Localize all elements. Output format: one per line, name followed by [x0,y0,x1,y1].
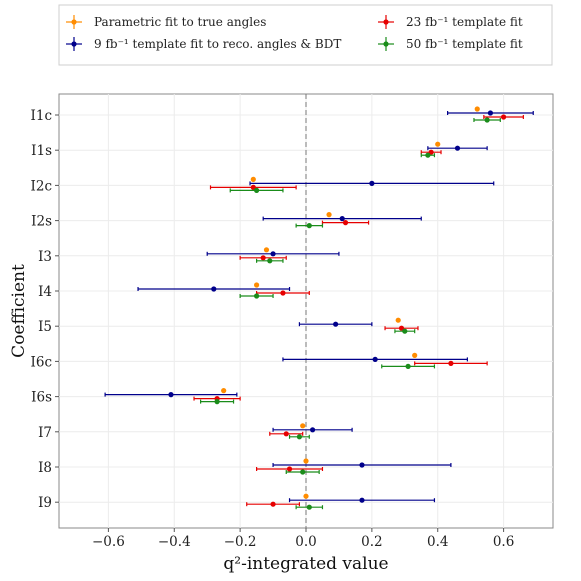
plot-area [58,93,554,529]
data-point [398,325,405,331]
data-point [221,388,227,394]
data-point [263,247,270,253]
data-point [359,497,365,503]
data-point [326,212,332,218]
y-tick-label: I1s [31,143,52,159]
y-axis: I1c I1s I2c I2s I3 I4 I5 I6c I6s I7 I8 I9 [31,108,59,511]
data-point [369,180,375,186]
y-tick-label: I7 [38,425,52,441]
series-0 [221,106,480,499]
data-point [250,176,256,182]
series-2 [193,114,524,507]
data-point [395,317,401,323]
x-tick-label: 0.6 [493,534,514,550]
x-tick-label: −0.6 [92,534,125,550]
x-tick-label: −0.4 [158,534,191,550]
data-point [474,106,480,112]
x-tick-label: 0.4 [427,534,448,550]
legend-marker [383,19,389,25]
data-point [211,286,217,292]
x-tick-label: 0.0 [295,534,316,550]
data-point [300,423,306,429]
legend-marker [383,41,389,47]
data-point [425,152,431,158]
legend-label: 9 fb⁻¹ template fit to reco. angles & BD… [94,37,341,51]
data-point [435,141,441,147]
legend-marker [71,19,77,25]
data-point [254,293,260,299]
y-tick-label: I4 [38,284,52,300]
y-tick-label: I3 [38,249,52,265]
legend: Parametric fit to true angles 9 fb⁻¹ temp… [58,4,553,66]
data-point [260,255,266,261]
series-1 [104,110,534,503]
series-3 [200,117,501,510]
y-axis-title: Coefficient [9,264,29,358]
x-axis-title: q²-integrated value [223,554,388,574]
data-point [484,117,490,123]
data-point [303,493,309,499]
data-point [270,251,276,257]
data-point [402,328,408,334]
data-point [333,321,339,327]
y-tick-label: I5 [38,319,52,335]
legend-label: Parametric fit to true angles [94,15,266,29]
data-point [168,392,174,398]
y-tick-label: I6c [31,354,52,370]
y-tick-label: I6s [31,390,52,406]
data-point [339,216,345,222]
data-point [270,501,276,507]
data-point [250,184,256,190]
data-point [501,114,507,120]
x-axis: −0.6 −0.4 −0.2 0.0 0.2 0.4 0.6 [92,528,514,550]
data-point [448,360,454,366]
data-point [487,110,494,116]
legend-frame [58,4,553,66]
data-point [254,187,260,193]
data-point [283,431,289,437]
y-tick-label: I2c [31,178,52,194]
data-point [303,458,309,464]
data-point [267,258,273,264]
legend-item: 23 fb⁻¹ template fit [378,15,523,29]
data-point [300,469,306,475]
data-point [296,434,303,440]
legend-marker [71,41,77,47]
data-point [306,504,312,510]
data-point [412,352,418,358]
data-point [214,399,220,405]
legend-label: 50 fb⁻¹ template fit [406,37,523,51]
data-point [405,363,411,369]
data-point [372,356,378,362]
legend-item: 50 fb⁻¹ template fit [378,37,523,51]
data-point [342,220,349,226]
y-tick-label: I9 [38,495,52,511]
data-point [309,427,316,433]
y-tick-label: I1c [31,108,52,124]
legend-item: Parametric fit to true angles [66,15,266,29]
data-point [254,282,260,288]
legend-label: 23 fb⁻¹ template fit [406,15,523,29]
data-point [454,145,461,151]
legend-item: 9 fb⁻¹ template fit to reco. angles & BD… [66,37,341,51]
x-tick-label: 0.2 [361,534,382,550]
data-point [286,466,293,472]
data-point [359,462,365,468]
data-point [306,223,312,229]
x-tick-label: −0.2 [224,534,257,550]
y-tick-label: I2s [31,214,52,230]
data-point [428,149,434,155]
data-point [280,290,286,296]
y-tick-label: I8 [38,460,52,476]
